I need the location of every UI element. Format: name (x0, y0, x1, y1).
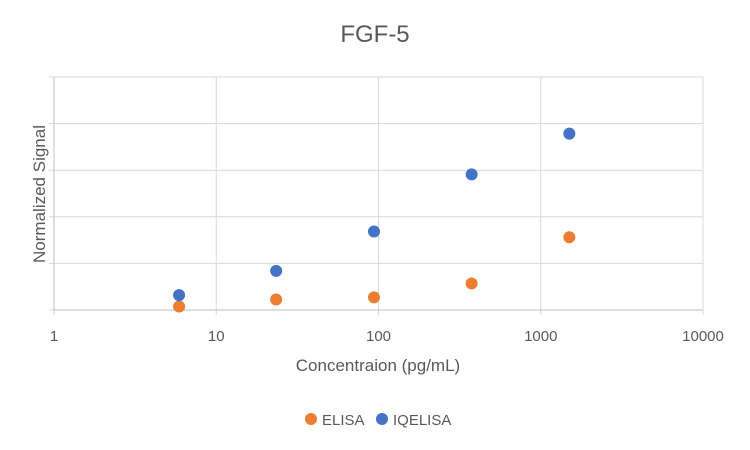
legend: ELISA IQELISA (305, 412, 451, 429)
data-point-iqelisa-0 (173, 289, 186, 302)
data-point-elisa-1 (270, 293, 283, 306)
x-tick-label: 1000 (524, 328, 557, 345)
axis-layer: 1 10 100 1000 10000 (49, 76, 724, 345)
x-tick-label: 10 (208, 328, 225, 345)
data-point-iqelisa-1 (270, 264, 283, 277)
data-point-elisa-4 (563, 231, 576, 244)
data-point-elisa-0 (173, 300, 186, 313)
legend-marker-elisa (305, 413, 317, 425)
data-point-elisa-3 (465, 277, 478, 290)
x-axis-label: Concentraion (pg/mL) (296, 356, 460, 375)
series-elisa (173, 231, 576, 313)
x-tick-label: 10000 (682, 328, 724, 345)
data-point-elisa-2 (367, 291, 380, 304)
grid-layer (53, 76, 704, 310)
data-point-iqelisa-4 (563, 127, 576, 140)
x-tick-label: 1 (50, 328, 58, 345)
series-layer (173, 127, 576, 313)
legend-label-elisa: ELISA (322, 412, 365, 429)
legend-label-iqelisa: IQELISA (393, 412, 451, 429)
data-point-iqelisa-3 (465, 168, 478, 181)
legend-marker-iqelisa (376, 413, 388, 425)
x-tick-label: 100 (366, 328, 391, 345)
series-iqelisa (173, 127, 576, 302)
y-axis-label: Normalized Signal (30, 125, 49, 263)
data-point-iqelisa-2 (367, 225, 380, 238)
chart-title: FGF-5 (340, 21, 409, 48)
